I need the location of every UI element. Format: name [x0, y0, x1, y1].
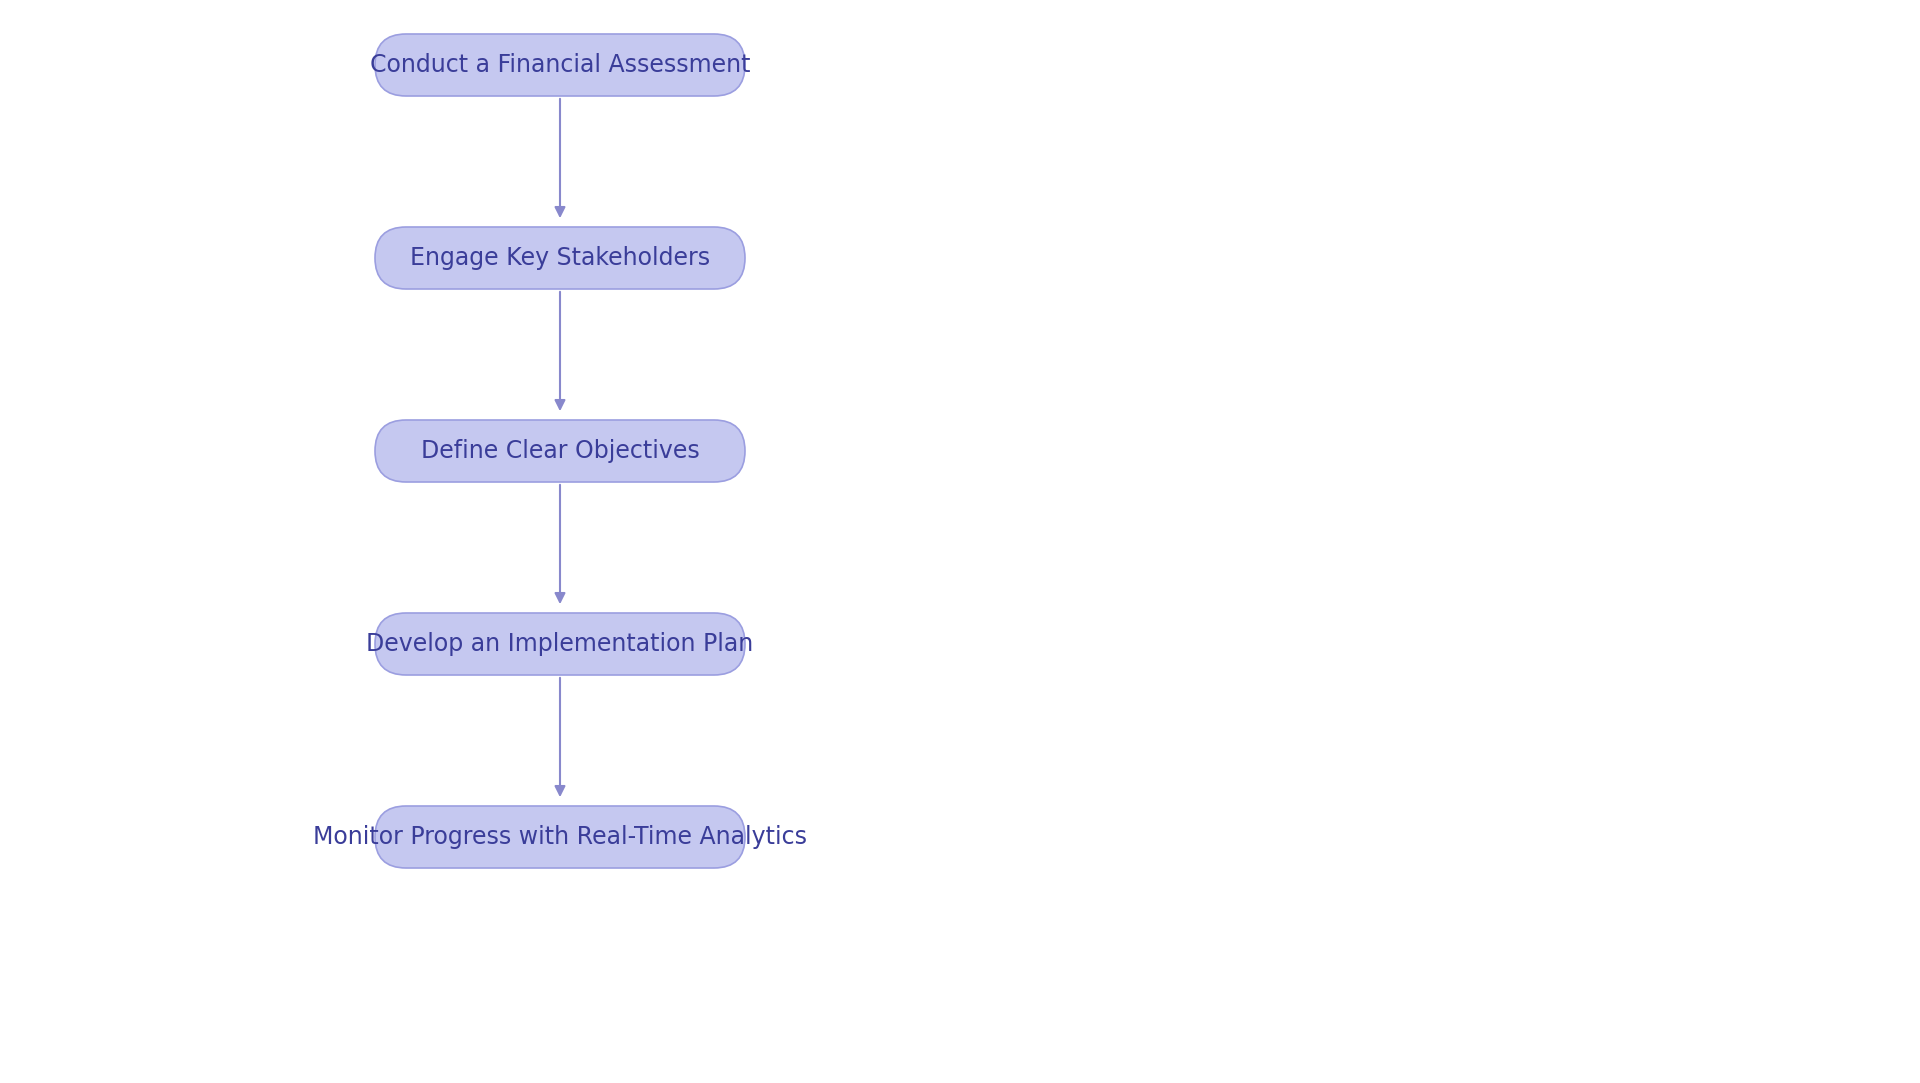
Text: Define Clear Objectives: Define Clear Objectives [420, 439, 699, 464]
FancyBboxPatch shape [374, 34, 745, 96]
Text: Monitor Progress with Real-Time Analytics: Monitor Progress with Real-Time Analytic… [313, 825, 806, 849]
Text: Develop an Implementation Plan: Develop an Implementation Plan [367, 632, 755, 656]
FancyBboxPatch shape [374, 227, 745, 289]
FancyBboxPatch shape [374, 806, 745, 867]
Text: Conduct a Financial Assessment: Conduct a Financial Assessment [371, 53, 751, 77]
FancyBboxPatch shape [374, 420, 745, 482]
Text: Engage Key Stakeholders: Engage Key Stakeholders [411, 246, 710, 270]
FancyBboxPatch shape [374, 613, 745, 675]
